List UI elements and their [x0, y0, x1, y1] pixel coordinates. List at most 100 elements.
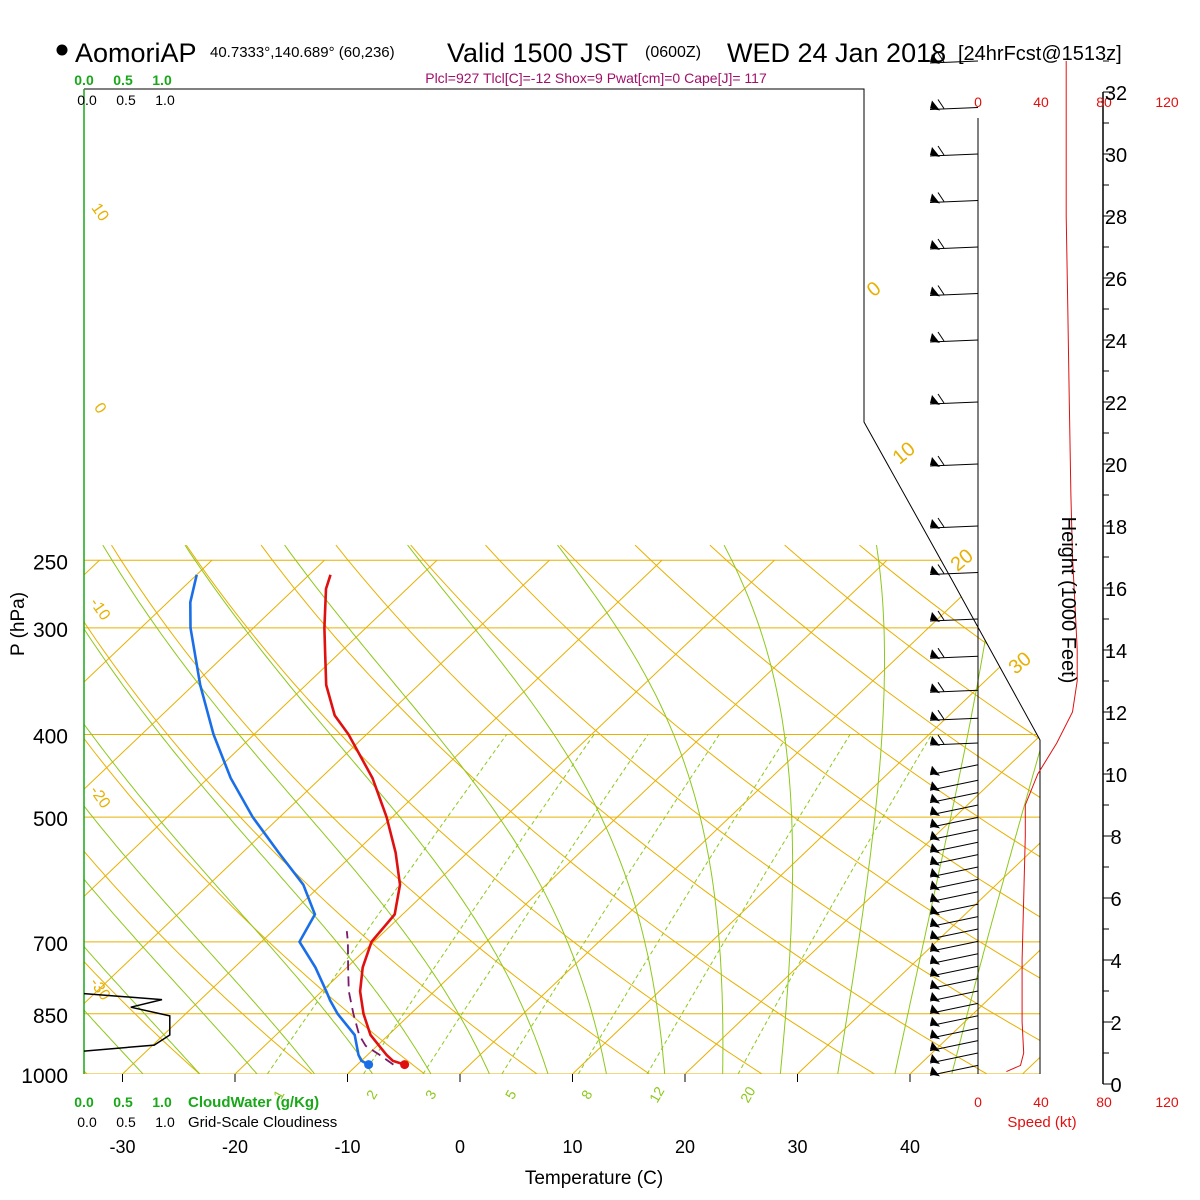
moist-adiabat-line	[723, 544, 794, 1074]
wind-barb-pennant	[930, 612, 940, 622]
mixing-ratio-line	[501, 734, 720, 1074]
mixing-ratio-line	[266, 734, 508, 1074]
wind-barb-shaft	[929, 1015, 979, 1027]
wind-barb-shaft	[929, 1064, 979, 1076]
dry-adiabat-line	[185, 544, 763, 1074]
height-tick-label: 0	[1110, 1075, 1121, 1097]
moist-adiabat-label: 20	[947, 545, 978, 576]
cloudiness-label: Grid-Scale Cloudiness	[188, 1114, 337, 1131]
wind-barb	[929, 965, 979, 978]
temperature-tick-label: -20	[222, 1137, 248, 1157]
wind-barb	[929, 331, 979, 343]
mixing-ratio-label: 12	[646, 1084, 668, 1106]
cloudwater-tick-top: 0.0	[74, 72, 94, 88]
wind-barb-pennant	[930, 711, 940, 722]
wind-barb-feather	[937, 647, 945, 658]
height-tick-label: 4	[1110, 951, 1121, 973]
wind-barb-feather	[937, 517, 945, 528]
speed-tick-top: 120	[1155, 94, 1179, 110]
station-marker-icon	[56, 44, 68, 56]
dry-adiabat-line	[84, 544, 313, 1074]
isotherm-line	[84, 559, 550, 1074]
wind-barb	[929, 1002, 979, 1015]
mixing-ratio-label: 2	[363, 1087, 381, 1102]
wind-barb-feather	[937, 455, 945, 466]
speed-tick-bottom: 120	[1155, 1094, 1179, 1110]
wind-barb-shaft	[929, 1040, 979, 1052]
surface-temperature-marker	[400, 1060, 410, 1070]
pressure-tick-label: 850	[33, 1005, 68, 1028]
height-tick-label: 10	[1105, 765, 1127, 787]
wind-barb-pennant	[930, 1054, 940, 1064]
wind-barb	[929, 928, 979, 940]
stability-indices: Plcl=927 Tlcl[C]=-12 Shox=9 Pwat[cm]=0 C…	[425, 70, 767, 86]
wind-barb	[929, 779, 979, 792]
speed-tick-top: 40	[1033, 94, 1049, 110]
moist-adiabat-line	[184, 544, 554, 1074]
wind-barb-feather	[937, 610, 945, 621]
isotherm-line	[84, 559, 213, 1074]
wind-barb	[929, 792, 979, 804]
temperature-tick-label: -10	[334, 1137, 360, 1157]
wind-barb	[929, 52, 979, 64]
moist-adiabat-line	[407, 544, 667, 1074]
cloudwater-tick-bottom: 0.0	[74, 1094, 94, 1110]
wind-barb-feather	[937, 393, 945, 404]
height-tick-label: 24	[1105, 331, 1127, 353]
wind-barb	[929, 393, 979, 405]
pressure-tick-label: 400	[33, 725, 68, 748]
moist-adiabat-line	[284, 544, 611, 1074]
pressure-tick-label: 1000	[21, 1065, 68, 1088]
wind-barb-pennant	[930, 806, 940, 816]
wind-barb-shaft	[929, 1002, 979, 1014]
moist-adiabat-line	[84, 544, 442, 1074]
wind-barb-pennant	[930, 1004, 940, 1015]
cloudiness-tick-bottom: 0.5	[116, 1114, 136, 1130]
wind-barb-feather	[937, 709, 945, 720]
dry-adiabat-line	[111, 544, 650, 1074]
cloudwater-tick-bottom: 0.5	[113, 1094, 133, 1110]
wind-barb	[929, 816, 979, 829]
dry-adiabat-line	[859, 544, 1040, 1074]
mixing-ratio-line	[737, 734, 933, 1074]
wind-barb-pennant	[930, 1041, 940, 1052]
wind-barb	[929, 878, 979, 891]
station-name: AomoriAP	[75, 38, 197, 68]
wind-barb-feather	[937, 331, 945, 342]
wind-barb-shaft	[929, 1027, 979, 1039]
wind-barb-pennant	[930, 147, 940, 157]
wind-barb-pennant	[930, 240, 940, 250]
wind-barb	[929, 854, 979, 866]
height-tick-label: 16	[1105, 579, 1127, 601]
wind-barb-feather	[937, 145, 945, 156]
speed-axis-title: Speed (kt)	[1007, 1114, 1076, 1131]
cloudwater-label: CloudWater (g/Kg)	[188, 1094, 319, 1111]
valid-time-utc: (0600Z)	[645, 44, 701, 61]
moist-adiabat-line	[84, 544, 217, 1074]
wind-barb-pennant	[930, 830, 940, 841]
wind-barb-shaft	[929, 804, 979, 816]
wind-barb-feather	[937, 238, 945, 249]
valid-time: Valid 1500 JST	[447, 38, 628, 68]
wind-barb	[929, 866, 979, 878]
wind-barb	[929, 990, 979, 1002]
cloudiness-tick-top: 1.0	[155, 92, 175, 108]
wind-barb-pennant	[930, 905, 940, 916]
wind-barb	[929, 647, 979, 660]
wind-barb	[929, 192, 979, 204]
wind-barb-pennant	[930, 736, 940, 746]
wind-barb	[929, 891, 979, 903]
forecast-info: [24hrFcst@1513z]	[958, 43, 1122, 65]
isotherm-line	[84, 559, 438, 1074]
wind-barb-shaft	[929, 854, 979, 866]
wind-barb-feather	[937, 682, 945, 692]
wind-barb-pennant	[930, 683, 940, 694]
wind-barb-shaft	[929, 816, 979, 828]
height-tick-label: 2	[1110, 1013, 1121, 1035]
dewpoint-line	[188, 574, 370, 1066]
mixing-ratio-label: 8	[578, 1087, 596, 1102]
wind-barb-shaft	[929, 1052, 979, 1064]
cloudwater-tick-top: 0.5	[113, 72, 133, 88]
dry-adiabat-line	[784, 544, 1040, 1074]
surface-dewpoint-marker	[364, 1060, 374, 1070]
